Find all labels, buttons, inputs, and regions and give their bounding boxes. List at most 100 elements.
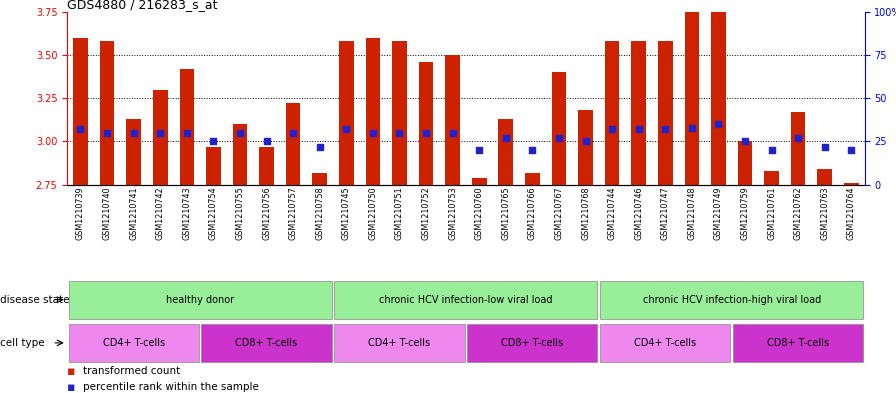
Bar (202, 324, 332, 362)
Point (737, 138, 752, 145)
Point (418, 130, 434, 136)
Text: GSM1210764: GSM1210764 (847, 187, 856, 240)
Text: ▪: ▪ (67, 365, 75, 378)
Bar (313, 173, 327, 185)
Bar (600, 324, 730, 362)
Bar (552, 72, 566, 185)
Point (472, 147, 487, 153)
Point (99, 130, 115, 136)
Text: ▪: ▪ (67, 380, 75, 393)
Text: GSM1210763: GSM1210763 (820, 187, 830, 240)
Bar (737, 141, 753, 185)
Text: GSM1210751: GSM1210751 (395, 187, 404, 240)
Text: GSM1210754: GSM1210754 (209, 187, 218, 240)
Bar (658, 41, 673, 185)
Text: GSM1210749: GSM1210749 (714, 187, 723, 240)
Bar (233, 124, 247, 185)
Text: CD8+ T-cells: CD8+ T-cells (236, 338, 297, 348)
Point (286, 130, 300, 136)
Bar (153, 90, 168, 185)
Point (711, 121, 726, 127)
Text: GSM1210753: GSM1210753 (448, 187, 457, 240)
Bar (605, 41, 619, 185)
Bar (418, 62, 434, 185)
Text: disease state: disease state (0, 295, 70, 305)
Text: GSM1210739: GSM1210739 (76, 187, 85, 240)
Bar (578, 110, 593, 185)
Text: GSM1210759: GSM1210759 (740, 187, 750, 240)
Text: GSM1210740: GSM1210740 (102, 187, 112, 240)
Point (392, 130, 407, 136)
Bar (99, 41, 115, 185)
Text: CD4+ T-cells: CD4+ T-cells (634, 338, 696, 348)
Bar (817, 169, 832, 185)
Text: GSM1210742: GSM1210742 (156, 187, 165, 240)
Bar (632, 41, 646, 185)
Point (313, 143, 327, 150)
Text: GSM1210767: GSM1210767 (555, 187, 564, 240)
Point (260, 138, 274, 145)
Point (685, 125, 699, 131)
Bar (685, 0, 699, 185)
Text: GSM1210761: GSM1210761 (767, 187, 776, 240)
Text: GSM1210750: GSM1210750 (368, 187, 377, 240)
Bar (334, 281, 598, 319)
Text: healthy donor: healthy donor (166, 295, 234, 305)
Point (206, 138, 220, 145)
Text: GSM1210762: GSM1210762 (794, 187, 803, 240)
Text: GSM1210760: GSM1210760 (475, 187, 484, 240)
Bar (259, 147, 274, 185)
Point (339, 126, 353, 132)
Point (844, 147, 858, 153)
Point (126, 130, 141, 136)
Bar (73, 38, 88, 185)
Point (791, 135, 806, 141)
Text: chronic HCV infection-high viral load: chronic HCV infection-high viral load (642, 295, 821, 305)
Bar (472, 178, 487, 185)
Bar (445, 55, 460, 185)
Point (605, 126, 619, 132)
Bar (711, 0, 726, 185)
Point (233, 130, 247, 136)
Point (552, 135, 566, 141)
Point (525, 147, 539, 153)
Text: CD4+ T-cells: CD4+ T-cells (368, 338, 431, 348)
Text: GSM1210752: GSM1210752 (421, 187, 431, 240)
Bar (764, 171, 779, 185)
Point (764, 147, 779, 153)
Text: GDS4880 / 216283_s_at: GDS4880 / 216283_s_at (67, 0, 218, 11)
Text: GSM1210758: GSM1210758 (315, 187, 324, 240)
Text: GSM1210766: GSM1210766 (528, 187, 537, 240)
Point (579, 138, 593, 145)
Text: GSM1210741: GSM1210741 (129, 187, 138, 240)
Text: cell type: cell type (0, 338, 45, 348)
Point (817, 143, 831, 150)
Point (366, 130, 380, 136)
Text: GSM1210757: GSM1210757 (289, 187, 297, 240)
Bar (286, 103, 300, 185)
Bar (467, 324, 598, 362)
Point (498, 135, 513, 141)
Point (445, 130, 460, 136)
Text: GSM1210748: GSM1210748 (687, 187, 696, 240)
Bar (392, 41, 407, 185)
Text: CD8+ T-cells: CD8+ T-cells (501, 338, 564, 348)
Point (73, 126, 88, 132)
Bar (179, 69, 194, 185)
Text: percentile rank within the sample: percentile rank within the sample (83, 382, 259, 392)
Text: GSM1210746: GSM1210746 (634, 187, 643, 240)
Bar (600, 281, 864, 319)
Bar (733, 324, 864, 362)
Text: GSM1210755: GSM1210755 (236, 187, 245, 240)
Bar (68, 281, 332, 319)
Bar (844, 183, 858, 185)
Bar (791, 112, 806, 185)
Bar (126, 119, 141, 185)
Bar (498, 119, 513, 185)
Bar (334, 324, 465, 362)
Point (658, 126, 672, 132)
Bar (339, 41, 354, 185)
Text: GSM1210747: GSM1210747 (660, 187, 670, 240)
Text: GSM1210745: GSM1210745 (341, 187, 351, 240)
Text: transformed count: transformed count (83, 366, 181, 376)
